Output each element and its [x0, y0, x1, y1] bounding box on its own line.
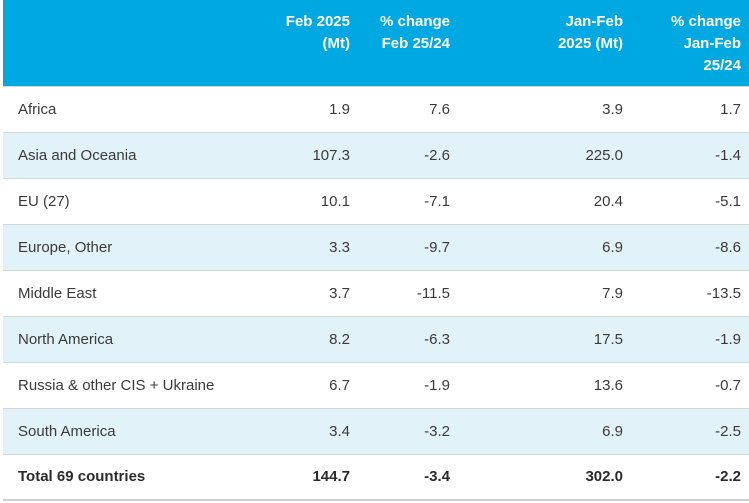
value-cell: 3.7 [273, 269, 358, 316]
table-row-europe-other: Europe, Other 3.3 -9.7 6.9 -8.6 [3, 223, 749, 270]
table-row-eu-27: EU (27) 10.1 -7.1 20.4 -5.1 [3, 177, 749, 224]
col-header-pct-change-jan-feb: % change Jan-Feb 25/24 [631, 0, 749, 86]
value-cell: 20.4 [458, 177, 631, 224]
header-line: 25/24 [703, 57, 741, 74]
value-cell: -7.1 [358, 177, 458, 224]
value-cell: -5.1 [631, 177, 749, 224]
header-line: 2025 (Mt) [557, 35, 623, 52]
value-cell: 3.4 [273, 407, 358, 454]
header-line: Feb 25/24 [381, 35, 450, 52]
value-cell: -8.6 [631, 223, 749, 270]
value-cell: 7.9 [458, 269, 631, 316]
header-line: (Mt) [322, 35, 350, 52]
value-cell: 1.7 [631, 85, 749, 132]
value-cell: 7.6 [358, 85, 458, 132]
region-label: Europe, Other [3, 223, 273, 270]
header-line: % change [379, 13, 450, 30]
total-value-cell: -3.4 [358, 453, 458, 501]
value-cell: 17.5 [458, 315, 631, 362]
header-line: Feb 2025 [285, 13, 350, 30]
value-cell: 107.3 [273, 131, 358, 178]
table-header: Feb 2025 (Mt) % change Feb 25/24 Jan-Feb… [3, 0, 749, 86]
header-line: Jan-Feb [683, 35, 741, 52]
table-row-south-america: South America 3.4 -3.2 6.9 -2.5 [3, 407, 749, 454]
value-cell: -1.9 [631, 315, 749, 362]
value-cell: 1.9 [273, 85, 358, 132]
value-cell: 6.9 [458, 407, 631, 454]
value-cell: 8.2 [273, 315, 358, 362]
value-cell: -13.5 [631, 269, 749, 316]
value-cell: 13.6 [458, 361, 631, 408]
col-header-region [3, 0, 273, 86]
header-row: Feb 2025 (Mt) % change Feb 25/24 Jan-Feb… [3, 0, 749, 86]
value-cell: 6.9 [458, 223, 631, 270]
value-cell: -2.6 [358, 131, 458, 178]
header-line: % change [670, 13, 741, 30]
total-value-cell: 302.0 [458, 453, 631, 501]
value-cell: -1.9 [358, 361, 458, 408]
value-cell: 6.7 [273, 361, 358, 408]
header-line: Jan-Feb [565, 13, 623, 30]
value-cell: 10.1 [273, 177, 358, 224]
region-label: North America [3, 315, 273, 362]
col-header-jan-feb-2025-mt: Jan-Feb 2025 (Mt) [458, 0, 631, 86]
value-cell: -11.5 [358, 269, 458, 316]
region-label: South America [3, 407, 273, 454]
region-label: Russia & other CIS + Ukraine [3, 361, 273, 408]
value-cell: -3.2 [358, 407, 458, 454]
region-label: Africa [3, 85, 273, 132]
total-value-cell: -2.2 [631, 453, 749, 501]
total-label: Total 69 countries [3, 453, 273, 501]
table-row-north-america: North America 8.2 -6.3 17.5 -1.9 [3, 315, 749, 362]
value-cell: 225.0 [458, 131, 631, 178]
value-cell: -6.3 [358, 315, 458, 362]
table-body: Africa 1.9 7.6 3.9 1.7 Asia and Oceania … [3, 85, 749, 501]
table-row-total: Total 69 countries 144.7 -3.4 302.0 -2.2 [3, 453, 749, 501]
steel-production-table: Feb 2025 (Mt) % change Feb 25/24 Jan-Feb… [3, 0, 749, 501]
region-label: EU (27) [3, 177, 273, 224]
value-cell: 3.3 [273, 223, 358, 270]
value-cell: -2.5 [631, 407, 749, 454]
region-label: Asia and Oceania [3, 131, 273, 178]
region-label: Middle East [3, 269, 273, 316]
value-cell: -1.4 [631, 131, 749, 178]
table-row-middle-east: Middle East 3.7 -11.5 7.9 -13.5 [3, 269, 749, 316]
col-header-feb-2025-mt: Feb 2025 (Mt) [273, 0, 358, 86]
total-value-cell: 144.7 [273, 453, 358, 501]
table-row-africa: Africa 1.9 7.6 3.9 1.7 [3, 85, 749, 132]
value-cell: 3.9 [458, 85, 631, 132]
value-cell: -0.7 [631, 361, 749, 408]
table-row-asia-oceania: Asia and Oceania 107.3 -2.6 225.0 -1.4 [3, 131, 749, 178]
value-cell: -9.7 [358, 223, 458, 270]
col-header-pct-change-feb: % change Feb 25/24 [358, 0, 458, 86]
table-row-russia-cis-ukraine: Russia & other CIS + Ukraine 6.7 -1.9 13… [3, 361, 749, 408]
